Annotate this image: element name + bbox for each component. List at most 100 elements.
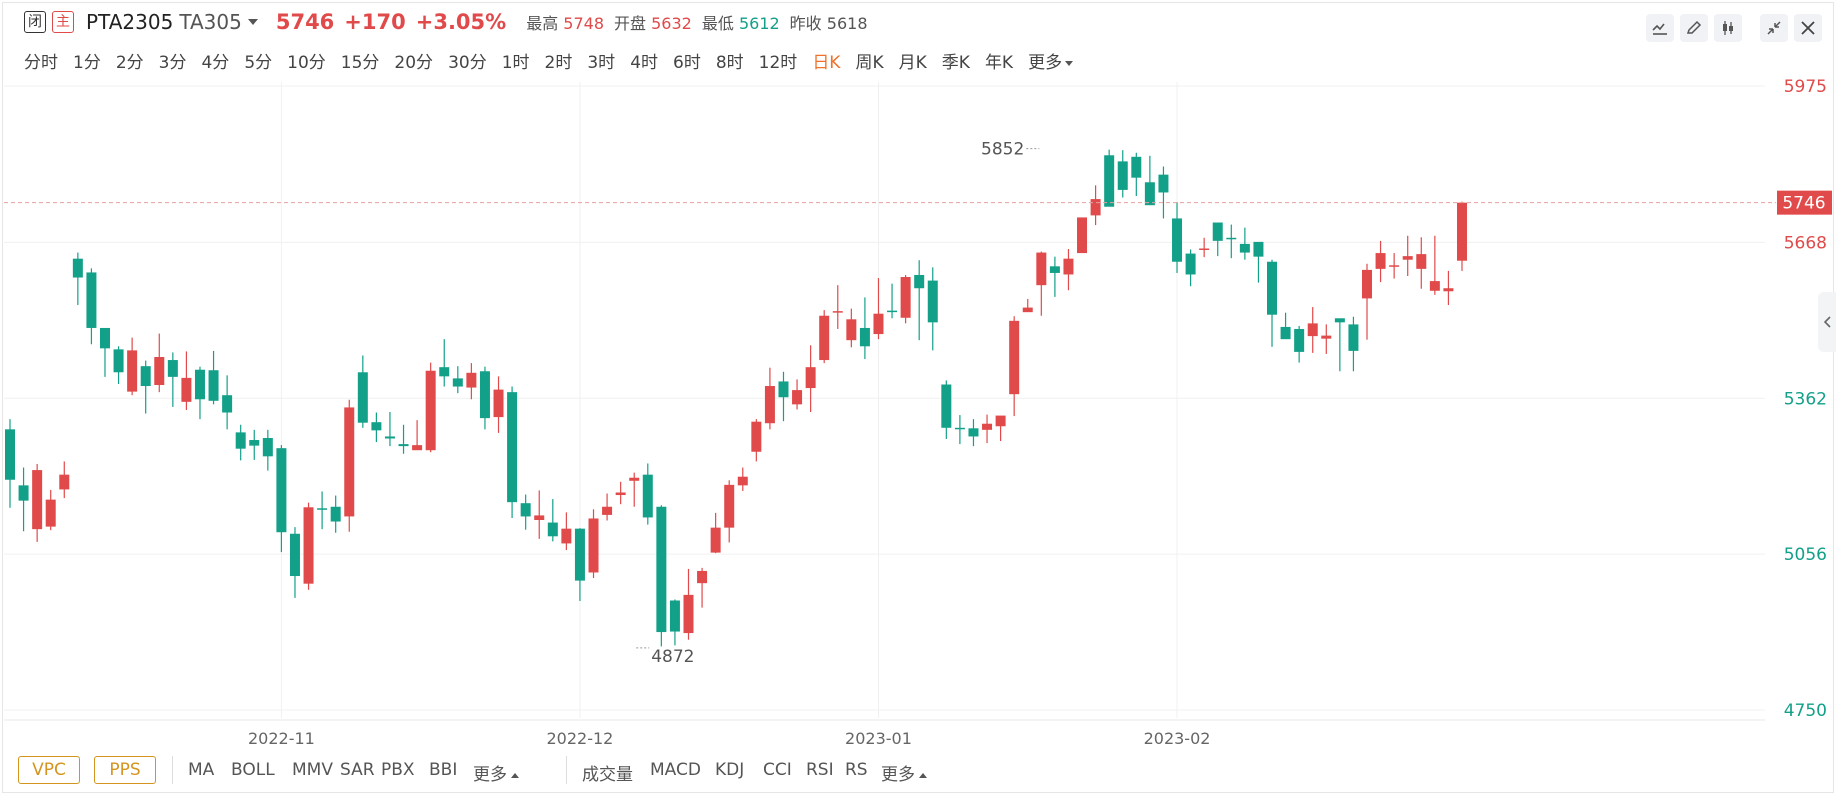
candle[interactable] (968, 419, 979, 447)
candle[interactable] (289, 527, 300, 598)
candle[interactable] (859, 297, 870, 360)
candle[interactable] (1334, 318, 1345, 372)
candle[interactable] (127, 337, 138, 396)
candle[interactable] (1389, 253, 1400, 279)
period-tab[interactable]: 1时 (501, 53, 530, 73)
period-tab[interactable]: 更多 (1028, 48, 1074, 73)
candle[interactable] (900, 274, 911, 324)
indicator-item[interactable]: KDJ (715, 760, 745, 780)
period-tab[interactable]: 20分 (394, 53, 434, 73)
candle[interactable] (1456, 201, 1467, 271)
candle[interactable] (1253, 241, 1264, 283)
candle[interactable] (140, 360, 151, 414)
symbol-name[interactable]: PTA2305 (86, 10, 174, 34)
candle[interactable] (425, 362, 436, 453)
candle[interactable] (927, 267, 938, 351)
symbol-code[interactable]: TA305 (179, 10, 242, 34)
candle[interactable] (1185, 249, 1196, 287)
indicator-item[interactable]: MMV (292, 760, 333, 780)
period-tab[interactable]: 5分 (244, 53, 273, 73)
period-tab[interactable]: 4分 (201, 53, 230, 73)
candle[interactable] (330, 495, 341, 533)
candle[interactable] (1362, 263, 1372, 340)
candle[interactable] (819, 310, 830, 364)
period-tab[interactable]: 4时 (630, 53, 659, 73)
candle[interactable] (113, 346, 124, 384)
candle[interactable] (1280, 312, 1291, 340)
candle[interactable] (1009, 316, 1020, 417)
candle[interactable] (1348, 316, 1359, 372)
candle[interactable] (398, 424, 409, 454)
line-draw-button[interactable] (1646, 14, 1674, 42)
candle[interactable] (669, 599, 680, 646)
candle[interactable] (344, 399, 355, 532)
candle[interactable] (86, 268, 97, 345)
candle[interactable] (520, 494, 531, 530)
candle[interactable] (764, 367, 775, 430)
candle[interactable] (1144, 155, 1155, 206)
period-tab[interactable]: 分时 (24, 53, 58, 73)
candle[interactable] (1036, 251, 1047, 316)
candle[interactable] (181, 351, 192, 410)
candle[interactable] (1416, 237, 1427, 289)
candle[interactable] (656, 505, 667, 647)
candle[interactable] (846, 308, 857, 348)
candle[interactable] (249, 429, 260, 460)
candle[interactable] (99, 327, 110, 377)
period-tab[interactable]: 10分 (287, 53, 326, 73)
candle[interactable] (697, 567, 708, 608)
candle[interactable] (995, 415, 1006, 442)
chart-style-button[interactable] (1714, 14, 1742, 42)
candle[interactable] (1090, 185, 1101, 226)
candle[interactable] (32, 463, 43, 542)
candle[interactable] (466, 363, 477, 400)
candle[interactable] (303, 502, 314, 590)
indicator-item[interactable]: MACD (650, 760, 701, 780)
indicator-item[interactable]: RS (845, 760, 868, 780)
candle[interactable] (1267, 259, 1278, 347)
candle[interactable] (384, 412, 395, 447)
indicator-item[interactable]: BBI (429, 760, 458, 780)
period-tab[interactable]: 月K (898, 53, 927, 73)
indicator-item[interactable]: SAR (340, 760, 375, 780)
candle[interactable] (629, 472, 640, 507)
candle[interactable] (724, 480, 735, 543)
candle[interactable] (778, 371, 789, 422)
period-tab[interactable]: 12时 (758, 53, 798, 73)
indicator-item[interactable]: MA (188, 760, 215, 780)
candle[interactable] (371, 412, 382, 443)
candle[interactable] (507, 386, 518, 518)
period-tab[interactable]: 8时 (715, 53, 744, 73)
side-panel-toggle[interactable] (1818, 292, 1836, 352)
indicator-more-button[interactable]: 更多 (473, 760, 519, 785)
candle[interactable] (1117, 150, 1128, 198)
candle[interactable] (602, 493, 613, 521)
candle[interactable] (493, 376, 504, 433)
candle[interactable] (954, 415, 965, 445)
candle[interactable] (276, 445, 287, 553)
candle[interactable] (1199, 237, 1210, 258)
period-tab[interactable]: 2分 (115, 53, 144, 73)
candle[interactable] (710, 512, 721, 554)
period-tab[interactable]: 3分 (158, 53, 187, 73)
candle[interactable] (642, 463, 653, 525)
candle[interactable] (1131, 152, 1142, 197)
candle[interactable] (574, 528, 585, 601)
candle[interactable] (873, 278, 884, 340)
candle[interactable] (262, 429, 273, 471)
indicator-item[interactable]: PBX (381, 760, 415, 780)
candle[interactable] (1158, 166, 1169, 219)
candle[interactable] (45, 489, 56, 531)
indicator-item[interactable]: RSI (806, 760, 834, 780)
period-tab[interactable]: 季K (941, 53, 970, 73)
candle[interactable] (1443, 270, 1454, 306)
candle[interactable] (1063, 249, 1074, 291)
candle[interactable] (792, 379, 803, 410)
period-tab[interactable]: 6时 (673, 53, 701, 73)
candle[interactable] (5, 419, 15, 508)
indicator-item[interactable]: 成交量 (582, 765, 633, 785)
candle[interactable] (982, 414, 993, 444)
candle[interactable] (737, 467, 748, 491)
period-tab[interactable]: 年K (984, 53, 1014, 73)
